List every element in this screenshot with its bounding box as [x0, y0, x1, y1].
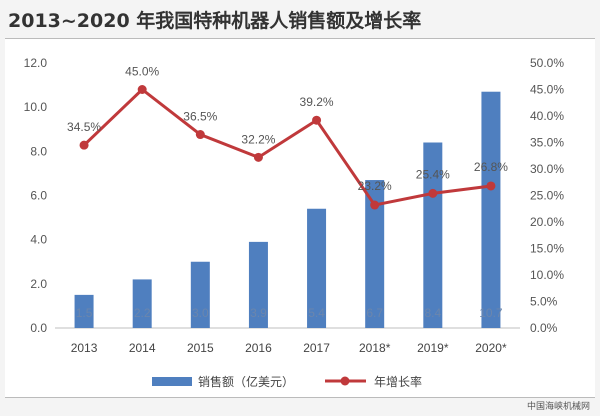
y-left-tick-label: 6.0: [30, 189, 47, 203]
bar-value-label: 6.7: [366, 306, 383, 320]
bar-value-label: 10.7: [479, 306, 503, 320]
bar-value-label: 2.2: [134, 306, 151, 320]
y-right-tick-label: 35.0%: [530, 136, 564, 150]
growth-value-label: 32.2%: [241, 132, 275, 146]
growth-value-label: 34.5%: [67, 120, 101, 134]
bar: [190, 261, 210, 328]
growth-value-label: 45.0%: [125, 65, 159, 79]
source-watermark: 中国海峡机械网: [526, 402, 590, 412]
x-tick-label: 2017: [303, 341, 330, 355]
x-tick-label: 2016: [245, 341, 272, 355]
bar: [248, 241, 268, 328]
legend-bar-label: 销售额（亿美元）: [198, 374, 294, 389]
y-left-tick-label: 4.0: [30, 233, 47, 247]
x-tick-label: 2013: [71, 341, 98, 355]
bar: [365, 180, 385, 328]
growth-value-label: 26.8%: [474, 160, 508, 174]
bar-value-label: 3.0: [192, 306, 209, 320]
y-right-tick-label: 30.0%: [530, 162, 564, 176]
y-right-tick-label: 25.0%: [530, 189, 564, 203]
bar: [132, 279, 152, 328]
growth-value-label: 25.4%: [416, 167, 450, 181]
y-right-tick-label: 15.0%: [530, 242, 564, 256]
bar: [423, 142, 443, 328]
y-right-tick-label: 0.0%: [530, 321, 558, 335]
y-left-tick-label: 12.0: [24, 56, 48, 70]
chart-title: 2013~2020 年我国特种机器人销售额及增长率: [8, 10, 422, 32]
x-tick-label: 2019*: [417, 341, 449, 355]
y-left-tick-label: 8.0: [30, 144, 47, 158]
x-tick-label: 2014: [129, 341, 156, 355]
y-right-tick-label: 40.0%: [530, 109, 564, 123]
x-tick-label: 2018*: [359, 341, 391, 355]
legend-line-marker: [340, 376, 350, 386]
x-tick-label: 2020*: [475, 341, 507, 355]
growth-value-label: 36.5%: [183, 110, 217, 124]
y-left-tick-label: 10.0: [24, 100, 48, 114]
bar: [74, 294, 94, 328]
y-right-tick-label: 10.0%: [530, 268, 564, 282]
growth-line: [83, 87, 492, 207]
y-left-tick-label: 0.0: [30, 321, 47, 335]
y-right-tick-label: 45.0%: [530, 83, 564, 97]
growth-point: [370, 200, 380, 210]
legend-bar-swatch: [152, 377, 192, 386]
bar-value-label: 1.5: [76, 306, 93, 320]
bar-value-label: 8.4: [424, 306, 441, 320]
growth-point: [79, 140, 89, 150]
y-right-tick-label: 5.0%: [530, 295, 558, 309]
bar-value-label: 3.9: [250, 306, 267, 320]
growth-value-label: 39.2%: [300, 95, 334, 109]
growth-point: [428, 188, 438, 198]
x-tick-label: 2015: [187, 341, 214, 355]
bar-value-label: 5.4: [308, 306, 325, 320]
growth-point: [486, 181, 496, 191]
y-right-tick-label: 20.0%: [530, 215, 564, 229]
y-right-tick-label: 50.0%: [530, 56, 564, 70]
legend-line-label: 年增长率: [374, 374, 422, 389]
growth-point: [195, 130, 205, 140]
bar: [481, 91, 501, 328]
growth-point: [253, 152, 263, 162]
bar: [307, 208, 327, 328]
y-left-tick-label: 2.0: [30, 277, 47, 291]
growth-point: [312, 115, 322, 125]
growth-value-label: 23.2%: [358, 179, 392, 193]
growth-point: [137, 85, 147, 94]
